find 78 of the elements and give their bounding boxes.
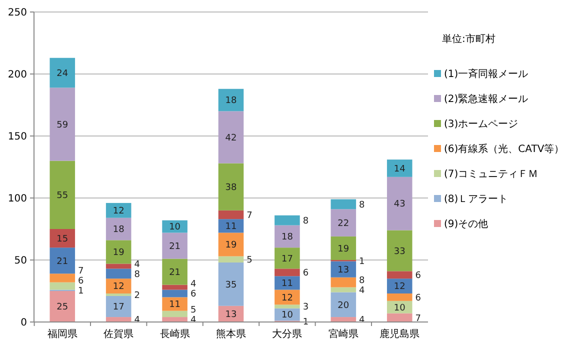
x-tick-label: 佐賀県 [104,328,134,340]
data-label: 22 [338,218,350,229]
data-label: 17 [112,302,124,313]
y-tick-label: 250 [8,8,27,18]
y-tick-label: 150 [8,132,27,142]
data-label: 6 [415,271,422,282]
y-tick-label: 50 [14,256,27,266]
data-label: 7 [246,210,252,221]
y-tick-label: 0 [20,318,27,328]
x-tick-label: 宮崎県 [328,328,358,340]
data-label: 19 [338,244,350,254]
x-tick-label: 熊本県 [216,328,246,340]
data-label: 59 [56,120,68,130]
data-label: 10 [394,303,406,314]
data-label: 21 [169,242,181,252]
data-label: 8 [134,270,140,280]
data-label: 11 [169,300,181,310]
data-label: 17 [281,254,293,264]
data-label: 1 [359,256,365,267]
data-label: 15 [56,234,68,244]
data-label: 19 [112,248,125,258]
x-tick-label: 長崎県 [160,328,190,340]
data-label: 10 [281,310,294,321]
data-label: 3 [302,302,309,313]
legend-label: (6)有線系（光、CATV等） [444,143,564,155]
data-label: 42 [225,133,237,144]
y-tick-label: 100 [8,194,27,204]
data-label: 6 [78,276,84,287]
data-label: 43 [394,200,406,210]
data-label: 12 [281,293,293,304]
y-tick-label: 200 [8,70,27,80]
legend-label: (7)コミュニティＦＭ [444,169,538,180]
data-label: 7 [78,266,84,277]
data-label: 4 [134,260,140,270]
data-label: 24 [56,68,68,79]
data-label: 33 [394,246,406,257]
legend-label: (3)ホームページ [444,119,518,130]
data-label: 14 [394,164,406,174]
data-label: 7 [415,314,421,324]
legend-label: (2)緊急速報メール [444,93,528,105]
x-tick-label: 大分県 [272,328,302,340]
text: 単位:市町村 [442,33,496,45]
data-label: 18 [281,232,294,243]
data-label: 1 [78,286,84,297]
data-label: 19 [225,240,237,251]
legend-label: (8)Ｌアラート [444,194,508,205]
data-label: 25 [56,302,68,313]
data-label: 18 [225,96,237,106]
legend-label: (1)一斉同報メール [444,68,528,80]
data-label: 35 [225,280,237,290]
data-label: 38 [225,182,237,193]
data-label: 12 [112,282,124,292]
data-label: 13 [225,310,237,320]
data-label: 8 [359,200,366,210]
x-tick-label: 鹿児島県 [380,328,420,340]
x-tick-label: 福岡県 [47,328,78,340]
data-label: 6 [302,268,309,279]
data-label: 6 [415,293,422,304]
data-label: 55 [56,191,68,202]
data-label: 20 [338,300,350,311]
data-label: 11 [281,279,293,290]
data-label: 8 [302,216,309,226]
data-label: 4 [359,286,366,296]
data-label: 18 [112,225,125,236]
data-label: 6 [190,290,196,300]
data-label: 12 [394,282,406,292]
legend-label: (9)その他 [444,218,488,230]
data-label: 13 [338,265,350,276]
data-label: 5 [190,306,196,316]
data-label: 5 [246,256,252,266]
data-label: 11 [225,222,237,232]
data-label: 21 [56,256,68,267]
data-label: 10 [169,222,181,233]
data-label: 21 [169,268,181,278]
data-label: 8 [359,276,366,286]
data-label: 12 [112,206,124,217]
data-label: 4 [190,280,196,290]
data-label: 2 [134,290,140,301]
